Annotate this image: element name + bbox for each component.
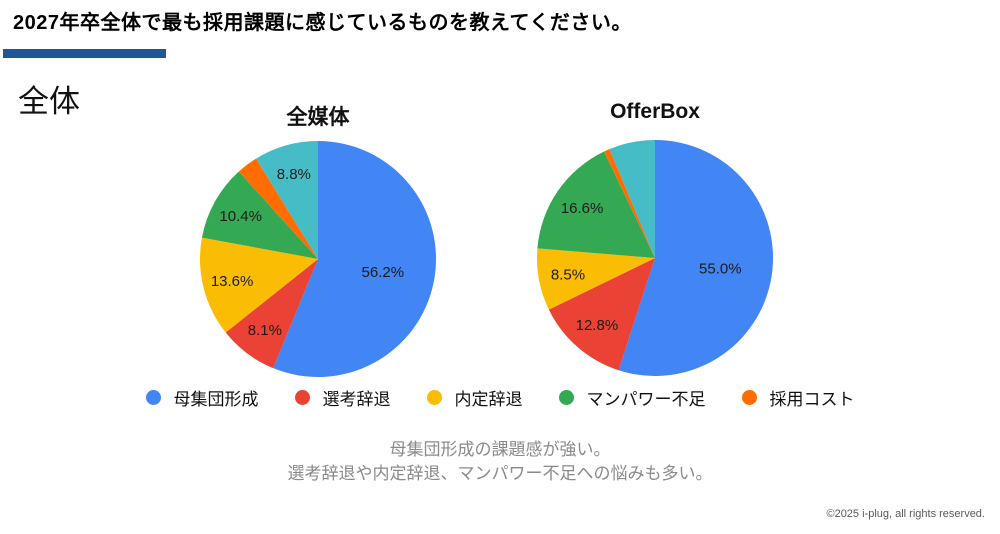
legend-item: 内定辞退 [426,385,523,410]
pie-slice-label: 10.4% [219,208,262,225]
legend-color-dot-icon [558,390,574,405]
pie-slice [273,141,437,377]
pie-chart-offerbox: 55.0% 12.8% 8.5% 16.6% [535,138,775,378]
pie-slice-label: 56.2% [362,264,405,281]
copyright-text: ©2025 i-plug, all rights reserved. [826,508,985,520]
pie-slice-label: 8.1% [248,322,282,339]
legend-item-label: マンパワー不足 [586,390,706,409]
pie-slice-label: 55.0% [699,261,742,278]
pie-slice [199,237,318,333]
legend-item: マンパワー不足 [558,385,706,410]
pie-slice [548,258,655,371]
pie-slice [604,149,655,258]
pie-slice [536,248,655,310]
summary-text: 母集団形成の課題感が強い。 選考辞退や内定辞退、マンパワー不足への悩みも多い。 [0,438,1000,486]
legend-item: 選考辞退 [294,385,391,410]
pie-slice-label: 12.8% [576,317,619,334]
pie-slice [238,158,318,259]
pie-slice [201,171,318,259]
legend-item: 母集団形成 [145,385,259,410]
legend-color-dot-icon [741,390,757,405]
pie-slice-label: 13.6% [211,273,254,290]
legend-item: 採用コスト [741,385,855,410]
pie-slice [609,140,655,258]
pie-slice [225,259,318,369]
summary-line-1: 母集団形成の課題感が強い。 [389,440,611,459]
legend-item-label: 母集団形成 [173,390,259,409]
pie-slice [618,140,774,376]
legend: 母集団形成 選考辞退 内定辞退 マンパワー不足 採用コスト [0,385,1000,410]
summary-line-2: 選考辞退や内定辞退、マンパワー不足への悩みも多い。 [287,464,713,483]
pie-slice-label: 8.8% [277,166,311,183]
legend-color-dot-icon [426,390,442,405]
pie-slice-label: 8.5% [551,267,585,284]
pie-slice [256,141,318,259]
pie-chart-all-media: 56.2% 8.1% 13.6% 10.4% 8.8% [198,139,438,379]
pie-title-offerbox: OfferBox [610,100,700,123]
legend-color-dot-icon [294,390,310,405]
pie-slice [537,151,655,258]
page-title: 2027年卒全体で最も採用課題に感じているものを教えてください。 [13,12,632,34]
title-accent-bar [3,49,166,58]
pie-slice-label: 16.6% [561,200,604,217]
section-label: 全体 [18,84,80,119]
legend-color-dot-icon [145,390,161,405]
pie-title-all-media: 全媒体 [286,106,350,129]
legend-item-label: 採用コスト [769,390,855,409]
legend-item-label: 選考辞退 [322,390,391,409]
legend-item-label: 内定辞退 [454,390,523,409]
